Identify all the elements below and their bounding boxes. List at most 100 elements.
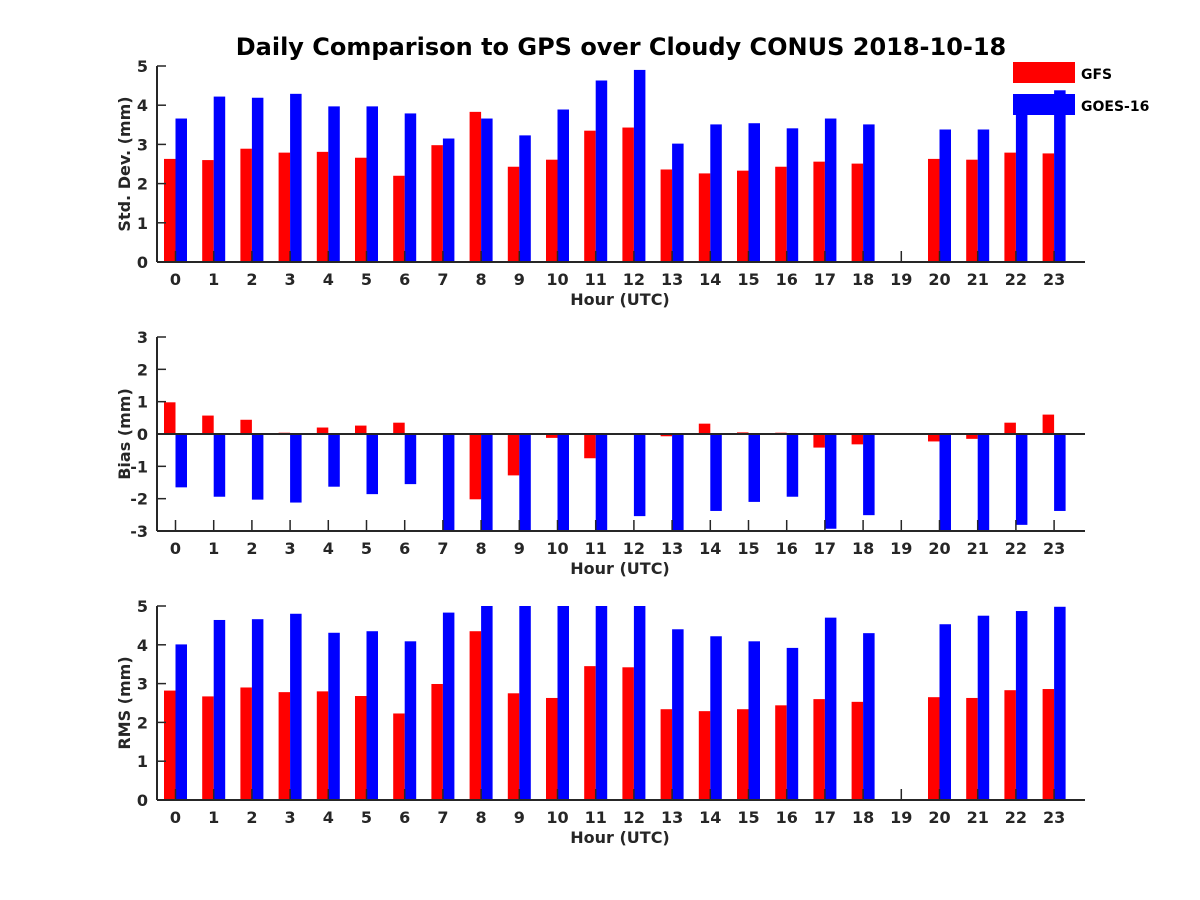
x-tick-label: 22 [1005,808,1027,827]
x-tick-label: 1 [208,539,219,558]
bar-rms-goes16-9 [519,606,531,800]
bar-rms-goes16-3 [290,613,302,800]
bar-stddev-goes16-16 [786,128,799,262]
bar-stddev-goes16-9 [519,135,531,262]
bar-rms-gfs-16 [775,705,787,800]
x-tick-label: 0 [170,270,181,289]
bar-rms-goes16-14 [710,636,722,800]
x-tick-label: 7 [437,539,448,558]
x-tick-label: 16 [776,808,798,827]
y-tick-label: 3 [137,328,148,347]
x-axis-label: Hour (UTC) [570,290,670,309]
bar-rms-goes16-13 [672,629,684,800]
x-tick-label: 3 [285,539,296,558]
y-tick-label: 4 [137,636,148,655]
bar-rms-gfs-13 [660,709,673,800]
x-tick-label: 20 [928,270,950,289]
bar-rms-gfs-17 [813,699,825,800]
bar-stddev-gfs-3 [278,152,291,262]
x-tick-label: 8 [476,539,487,558]
bar-stddev-gfs-2 [240,148,252,262]
bar-rms-gfs-2 [240,687,252,800]
bar-bias-gfs-20 [928,434,940,442]
bar-stddev-goes16-20 [939,129,951,262]
x-tick-label: 23 [1043,808,1065,827]
bar-bias-goes16-9 [519,434,531,531]
x-tick-label: 14 [699,808,721,827]
bar-rms-gfs-15 [737,709,749,800]
y-tick-label: 2 [137,175,148,194]
bar-bias-goes16-15 [748,434,760,502]
y-tick-label: 3 [137,675,148,694]
bar-bias-goes16-22 [1015,434,1028,525]
bar-bias-gfs-0 [164,402,176,434]
x-tick-label: 10 [546,808,568,827]
bar-bias-gfs-1 [202,415,214,434]
bar-bias-goes16-21 [977,434,990,531]
x-tick-label: 18 [852,808,874,827]
bar-rms-goes16-12 [633,606,646,800]
x-tick-label: 3 [285,270,296,289]
x-tick-label: 1 [208,808,219,827]
bar-bias-gfs-22 [1004,422,1016,434]
x-tick-label: 3 [285,808,296,827]
x-tick-label: 17 [814,808,836,827]
x-tick-label: 17 [814,539,836,558]
x-tick-label: 5 [361,808,372,827]
bar-stddev-goes16-21 [977,129,990,262]
x-tick-label: 21 [967,808,989,827]
chart-title: Daily Comparison to GPS over Cloudy CONU… [236,33,1007,61]
bar-rms-gfs-21 [966,697,978,800]
bar-bias-goes16-6 [404,434,417,485]
bar-stddev-goes16-6 [404,113,417,263]
bar-bias-gfs-5 [355,425,367,434]
x-tick-label: 15 [737,808,759,827]
bar-stddev-gfs-18 [851,163,864,262]
x-tick-label: 19 [890,808,912,827]
x-tick-label: 12 [623,270,645,289]
bar-rms-gfs-5 [355,696,367,800]
bar-rms-goes16-0 [175,644,187,800]
bar-bias-goes16-7 [442,434,455,531]
bar-stddev-goes16-22 [1015,106,1028,262]
bar-stddev-goes16-23 [1054,90,1066,262]
bar-bias-goes16-16 [786,434,799,497]
bar-stddev-goes16-12 [633,69,646,262]
bar-stddev-gfs-10 [546,159,558,262]
x-tick-label: 7 [437,270,448,289]
bar-stddev-goes16-3 [290,93,302,262]
bar-rms-goes16-18 [863,633,875,800]
bar-stddev-gfs-7 [431,145,443,262]
bar-stddev-gfs-23 [1042,153,1055,262]
bar-bias-gfs-17 [813,434,825,448]
bar-bias-goes16-4 [328,434,340,487]
bar-rms-goes16-20 [939,624,951,800]
bar-stddev-goes16-8 [481,118,493,262]
bar-stddev-goes16-17 [824,118,837,262]
bar-bias-goes16-14 [710,434,722,511]
bar-stddev-gfs-4 [316,151,329,262]
bar-rms-gfs-6 [393,713,405,800]
bar-bias-goes16-0 [175,434,187,488]
bar-stddev-goes16-18 [863,124,875,262]
bar-stddev-goes16-10 [557,109,569,262]
x-tick-label: 16 [776,539,798,558]
x-tick-label: 4 [323,808,334,827]
bar-stddev-goes16-4 [328,106,340,262]
bar-bias-gfs-21 [966,434,978,439]
bar-bias-goes16-1 [213,434,226,497]
bar-stddev-gfs-5 [355,157,367,262]
legend-label-goes16: GOES-16 [1081,99,1149,115]
bar-bias-goes16-11 [595,434,608,531]
bar-rms-goes16-17 [824,617,837,800]
legend: GFS GOES-16 [1013,62,1149,115]
y-tick-label: 4 [137,96,148,115]
bar-bias-goes16-8 [481,434,493,531]
x-tick-label: 4 [323,270,334,289]
bar-rms-goes16-10 [557,606,569,800]
bar-rms-gfs-9 [507,693,520,800]
x-tick-label: 2 [246,270,257,289]
x-tick-label: 4 [323,539,334,558]
